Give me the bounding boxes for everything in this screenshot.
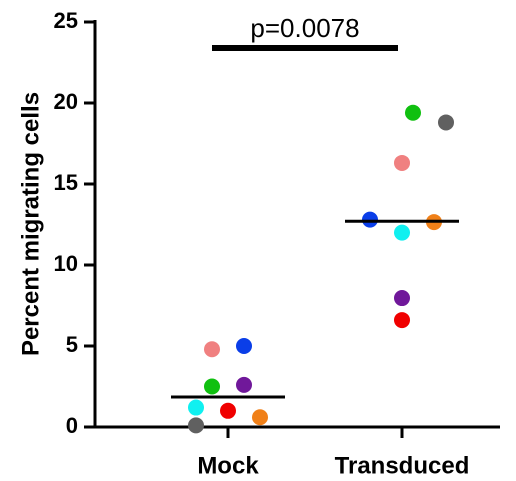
dot	[204, 341, 220, 358]
x-tick-label: Transduced	[335, 452, 470, 479]
y-tick-label: 5	[66, 332, 78, 357]
dot	[252, 409, 268, 426]
dot	[394, 154, 410, 171]
y-tick-label: 15	[54, 170, 78, 195]
dot	[204, 378, 220, 395]
p-value: p=0.0078	[250, 13, 359, 43]
dot	[188, 399, 204, 416]
dot	[394, 312, 410, 329]
y-tick-label: 10	[54, 251, 78, 276]
y-axis-label: Percent migrating cells	[17, 92, 44, 356]
y-tick-label: 0	[66, 413, 78, 438]
dot	[220, 402, 236, 419]
dot	[236, 338, 252, 354]
dot	[394, 224, 410, 241]
dot	[438, 114, 454, 131]
dot	[236, 376, 252, 393]
y-tick-label: 25	[54, 8, 78, 33]
y-tick-label: 20	[54, 89, 78, 114]
dot	[362, 211, 378, 228]
dot	[394, 290, 410, 307]
x-tick-label: Mock	[197, 452, 259, 479]
dot	[188, 417, 204, 434]
dot	[405, 104, 421, 121]
